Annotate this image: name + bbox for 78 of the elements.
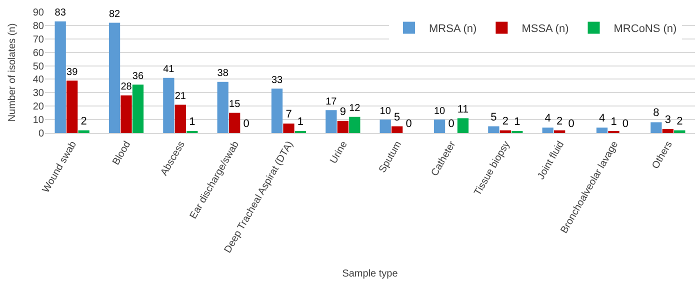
y-tick-label: 0 bbox=[38, 128, 44, 140]
data-label: 3 bbox=[664, 114, 671, 126]
data-label: 39 bbox=[66, 66, 78, 78]
bar bbox=[271, 88, 283, 133]
bar bbox=[349, 116, 360, 133]
data-label: 38 bbox=[217, 68, 229, 80]
data-label: 17 bbox=[326, 96, 338, 108]
data-label: 4 bbox=[544, 112, 551, 125]
data-label: 82 bbox=[108, 9, 121, 20]
legend-label: MRSA (n) bbox=[429, 23, 477, 35]
y-tick-label: 30 bbox=[32, 88, 44, 100]
y-tick-label: 20 bbox=[32, 102, 44, 113]
y-axis-title: Number of isolates (n) bbox=[6, 23, 18, 122]
data-label: 41 bbox=[163, 64, 175, 76]
data-label: 2 bbox=[80, 115, 87, 128]
data-label: 0 bbox=[406, 118, 412, 130]
data-label: 1 bbox=[297, 116, 304, 128]
data-label: 2 bbox=[676, 115, 683, 128]
data-label: 0 bbox=[448, 118, 454, 130]
data-label: 1 bbox=[610, 116, 617, 128]
data-label: 10 bbox=[434, 106, 446, 117]
bar bbox=[554, 130, 566, 133]
data-label: 1 bbox=[514, 116, 520, 128]
bar bbox=[217, 82, 228, 133]
bar bbox=[500, 130, 511, 133]
bar bbox=[66, 80, 78, 133]
data-label: 21 bbox=[174, 91, 186, 102]
data-label: 1 bbox=[189, 116, 196, 128]
data-label: 33 bbox=[271, 74, 284, 86]
data-label: 0 bbox=[568, 118, 574, 130]
bar bbox=[132, 84, 144, 133]
data-label: 5 bbox=[394, 111, 400, 124]
data-label: 15 bbox=[229, 99, 241, 110]
bar bbox=[434, 120, 446, 133]
data-label: 83 bbox=[54, 8, 66, 19]
legend-label: MRCoNS (n) bbox=[614, 23, 677, 35]
bar bbox=[54, 21, 66, 133]
data-label: 36 bbox=[132, 70, 144, 82]
bar bbox=[163, 78, 174, 133]
bar bbox=[650, 122, 662, 133]
bar bbox=[674, 130, 686, 133]
bar bbox=[457, 118, 469, 133]
data-label: 7 bbox=[286, 108, 292, 121]
bar bbox=[326, 110, 337, 133]
bar bbox=[542, 128, 554, 133]
bar bbox=[229, 112, 240, 133]
y-tick-label: 50 bbox=[32, 61, 44, 72]
data-label: 12 bbox=[349, 103, 361, 114]
data-label: 10 bbox=[380, 106, 392, 117]
bar bbox=[78, 130, 90, 133]
data-label: 8 bbox=[653, 107, 660, 120]
legend-label: MSSA (n) bbox=[522, 23, 569, 35]
y-tick-label: 80 bbox=[32, 20, 44, 32]
data-label: 2 bbox=[502, 115, 508, 128]
bar bbox=[337, 120, 348, 133]
bar bbox=[380, 120, 391, 133]
data-label: 2 bbox=[556, 115, 563, 128]
y-tick-label: 70 bbox=[32, 34, 44, 46]
y-tick-label: 90 bbox=[32, 8, 44, 18]
bar bbox=[662, 128, 674, 133]
bar bbox=[488, 126, 500, 133]
data-label: 11 bbox=[457, 103, 469, 116]
bar bbox=[283, 124, 294, 133]
data-label: 5 bbox=[490, 111, 497, 124]
y-tick-label: 10 bbox=[32, 115, 44, 126]
data-label: 28 bbox=[120, 82, 132, 93]
bar bbox=[120, 95, 132, 133]
bar bbox=[108, 22, 120, 133]
y-tick-label: 60 bbox=[32, 48, 44, 59]
data-label: 0 bbox=[622, 118, 629, 130]
bar bbox=[174, 104, 186, 133]
y-tick-label: 40 bbox=[32, 74, 44, 86]
data-label: 0 bbox=[243, 118, 250, 130]
bar bbox=[392, 126, 403, 133]
data-label: 4 bbox=[598, 112, 606, 125]
bar bbox=[596, 128, 608, 133]
data-label: 9 bbox=[340, 106, 346, 118]
x-axis-title: Sample type bbox=[342, 268, 398, 280]
